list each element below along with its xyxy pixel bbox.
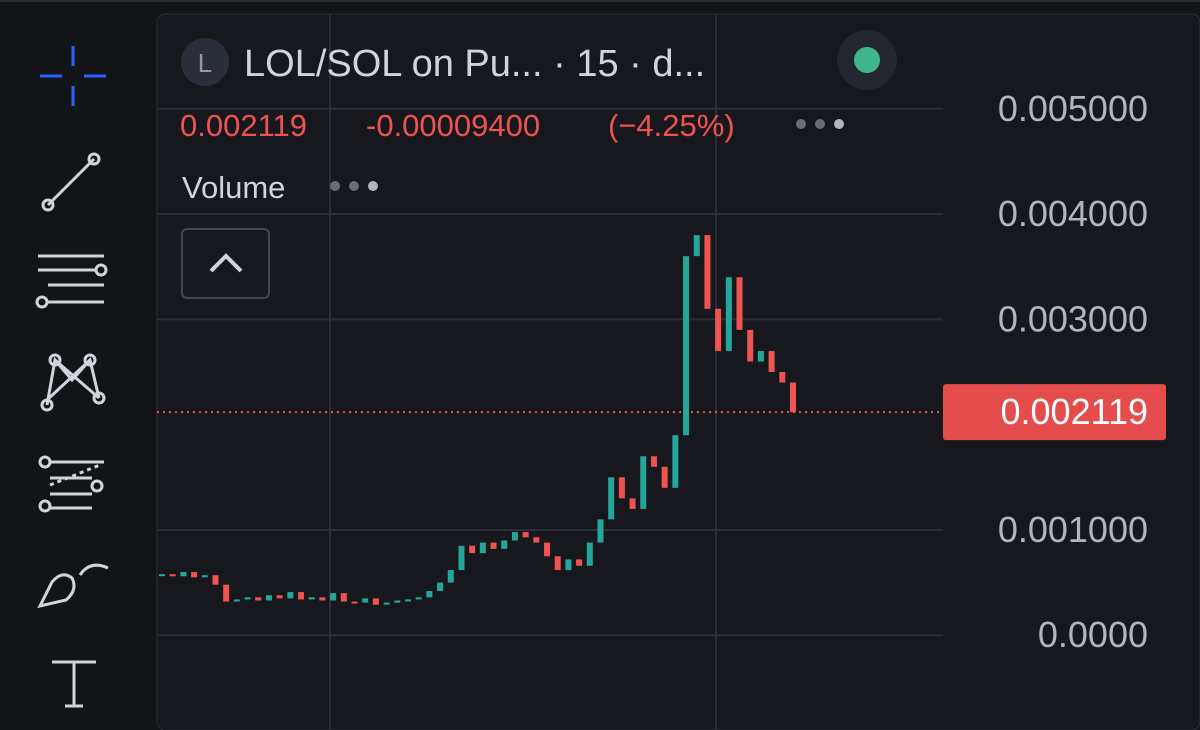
y-tick-label: 0.004000 (998, 193, 1148, 234)
candle (319, 597, 326, 601)
candle (661, 466, 668, 488)
legend-price: 0.002119 (180, 108, 307, 143)
candle (715, 308, 722, 351)
candle (779, 372, 786, 383)
candle (244, 597, 251, 600)
candle (490, 542, 497, 549)
symbol-title[interactable]: LOL/SOL on Pu... · 15 · d... (244, 43, 705, 85)
candle (640, 456, 647, 509)
candle (298, 592, 305, 600)
candle (693, 235, 700, 257)
top-border (0, 0, 1200, 2)
candle (458, 545, 465, 570)
candle (576, 559, 583, 566)
candle (287, 592, 294, 599)
toolbar (35, 46, 109, 708)
candle (159, 574, 165, 577)
candle (447, 569, 454, 583)
trend-line-tool[interactable] (41, 152, 101, 212)
candle (586, 542, 593, 566)
candle (747, 329, 754, 362)
avatar-letter: L (198, 48, 212, 78)
y-tick-label: 0.001000 (998, 509, 1148, 550)
candle (629, 498, 636, 509)
candle (511, 532, 518, 541)
candle (330, 593, 337, 601)
candle (479, 542, 486, 554)
candle (308, 597, 315, 600)
candle (383, 602, 390, 605)
candle (501, 540, 508, 549)
candle (233, 599, 240, 602)
candle (212, 575, 219, 585)
crosshair-tool[interactable] (40, 46, 106, 106)
legend-change-pct: (−4.25%) (608, 108, 735, 143)
candle (683, 256, 690, 436)
candle (276, 595, 283, 599)
candle (437, 582, 444, 592)
candle (469, 545, 476, 554)
candle (597, 519, 604, 543)
status-dot (854, 47, 880, 73)
candle (544, 542, 551, 557)
chevron-up (209, 253, 243, 273)
candle (768, 350, 775, 372)
pattern-tool[interactable] (40, 353, 106, 412)
candle (565, 559, 572, 570)
candle (426, 591, 433, 598)
y-tick-label: 0.003000 (998, 298, 1148, 339)
text-tool[interactable] (52, 660, 96, 708)
candle (725, 277, 732, 351)
candle (757, 350, 764, 362)
candle (650, 456, 657, 467)
y-tick-label: 0.005000 (998, 88, 1148, 129)
candle (362, 598, 369, 603)
candle (223, 584, 230, 602)
candle (169, 574, 176, 577)
prediction-tool[interactable] (38, 455, 104, 513)
candle (201, 575, 208, 578)
candle (394, 600, 401, 603)
candle (736, 277, 743, 330)
last-price-box (943, 384, 1166, 441)
brush-tool[interactable] (37, 563, 109, 609)
candle (608, 477, 615, 520)
last-price-label: 0.002119 (1001, 391, 1148, 432)
candle (351, 601, 358, 604)
legend-menu[interactable] (796, 119, 844, 129)
candle (533, 537, 540, 543)
candle (180, 572, 187, 577)
plot (157, 107, 943, 637)
candle (404, 599, 411, 602)
candle (255, 597, 262, 601)
candle (522, 532, 529, 538)
chart-panel (156, 13, 1200, 730)
avatar (181, 38, 229, 86)
candle (704, 235, 711, 309)
volume-label: Volume (182, 170, 285, 205)
candle (618, 477, 625, 499)
candle (191, 572, 198, 578)
fib-tool[interactable] (35, 254, 108, 309)
legend-change: -0.00009400 (366, 108, 540, 143)
candle (265, 595, 272, 601)
candle (415, 597, 422, 600)
candle (790, 382, 796, 413)
candle (672, 435, 679, 488)
candle (340, 593, 347, 602)
candle (372, 598, 379, 605)
collapse-button[interactable] (181, 228, 270, 299)
y-tick-label: 0.0000 (1038, 614, 1148, 655)
volume-menu[interactable] (330, 181, 378, 191)
candle (554, 556, 561, 570)
